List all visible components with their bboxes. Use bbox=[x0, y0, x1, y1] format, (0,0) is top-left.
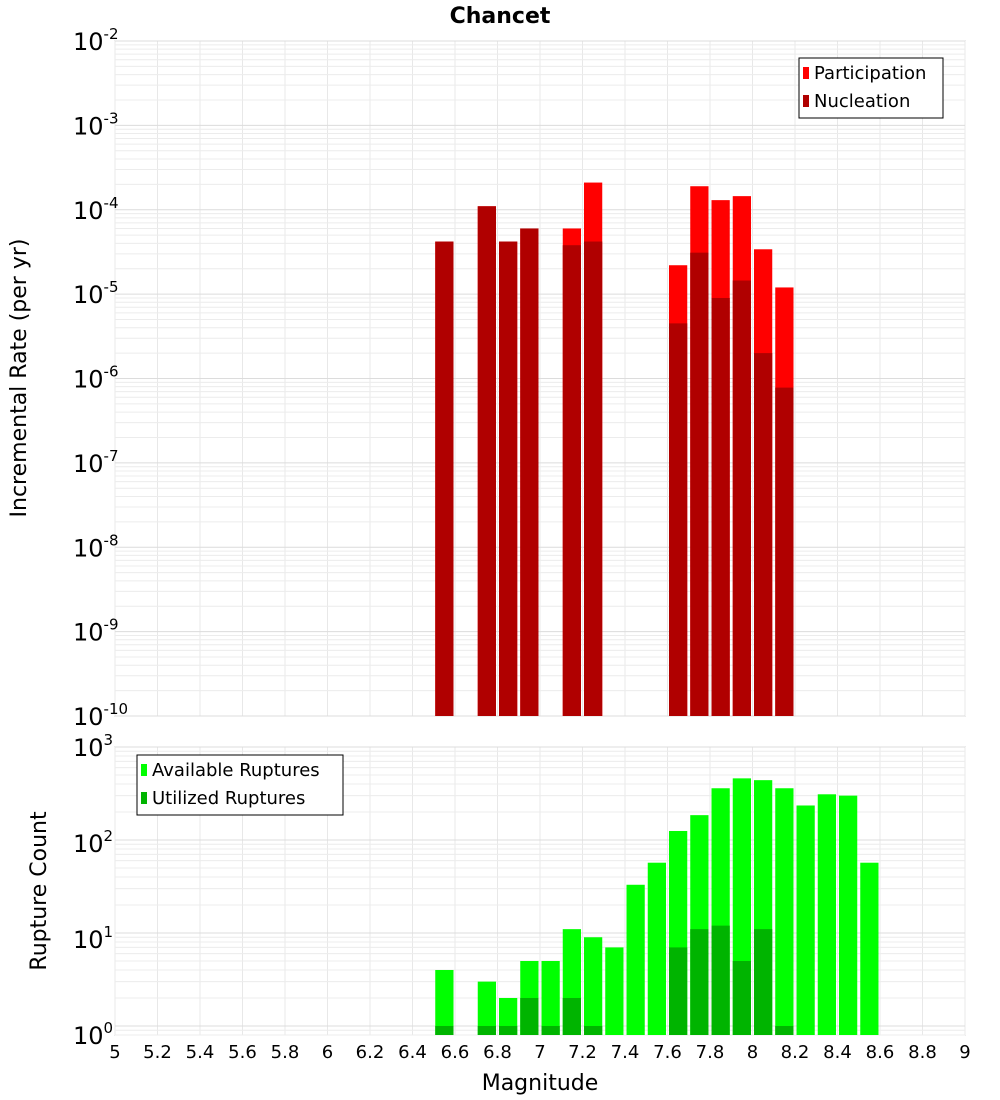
x-tick-label: 6.6 bbox=[441, 1042, 470, 1063]
bottom-plot-y-ticks: 100 101 102 103 bbox=[73, 731, 113, 1050]
bar-nucleation bbox=[435, 241, 454, 717]
legend-label: Utilized Ruptures bbox=[152, 788, 305, 809]
chart-title: Chancet bbox=[450, 4, 551, 29]
legend-label: Participation bbox=[814, 63, 926, 84]
bar-nucleation bbox=[477, 206, 496, 716]
x-tick-label: 8.6 bbox=[866, 1042, 895, 1063]
x-tick-label: 8 bbox=[747, 1042, 758, 1063]
bar-available-ruptures bbox=[817, 794, 836, 1035]
bar-nucleation bbox=[562, 245, 581, 717]
bottom-plot-bars bbox=[435, 778, 879, 1035]
y-tick-label: 10-2 bbox=[73, 25, 119, 56]
bar-utilized-ruptures bbox=[584, 1025, 603, 1035]
bar-utilized-ruptures bbox=[562, 997, 581, 1035]
bar-utilized-ruptures bbox=[732, 960, 751, 1035]
bottom-plot-ylabel: Rupture Count bbox=[27, 811, 52, 971]
x-tick-label: 8.4 bbox=[823, 1042, 852, 1063]
y-tick-label: 101 bbox=[73, 923, 113, 954]
bar-nucleation bbox=[711, 297, 730, 716]
x-tick-label: 9 bbox=[959, 1042, 970, 1063]
bar-utilized-ruptures bbox=[499, 1025, 518, 1035]
x-tick-label: 5.8 bbox=[271, 1042, 300, 1063]
bar-utilized-ruptures bbox=[711, 925, 730, 1035]
bar-utilized-ruptures bbox=[690, 929, 709, 1035]
x-tick-label: 7.6 bbox=[653, 1042, 682, 1063]
bar-available-ruptures bbox=[477, 981, 496, 1035]
y-tick-label: 10-6 bbox=[73, 363, 119, 394]
bar-utilized-ruptures bbox=[477, 1025, 496, 1035]
bar-nucleation bbox=[520, 228, 539, 716]
top-plot-legend: Participation Nucleation bbox=[798, 57, 944, 119]
x-tick-label: 5.4 bbox=[186, 1042, 215, 1063]
x-tick-label: 7.8 bbox=[696, 1042, 725, 1063]
y-tick-label: 10-10 bbox=[73, 700, 128, 731]
x-tick-label: 8.2 bbox=[781, 1042, 810, 1063]
x-tick-label: 5 bbox=[109, 1042, 120, 1063]
bar-nucleation bbox=[775, 387, 794, 716]
bar-available-ruptures bbox=[605, 947, 624, 1035]
bar-utilized-ruptures bbox=[775, 1025, 794, 1035]
bar-available-ruptures bbox=[626, 884, 645, 1035]
bar-utilized-ruptures bbox=[754, 929, 773, 1035]
x-axis-label: Magnitude bbox=[482, 1071, 599, 1096]
bar-available-ruptures bbox=[541, 960, 560, 1035]
bar-nucleation bbox=[499, 241, 518, 717]
legend-label: Available Ruptures bbox=[152, 760, 320, 781]
bar-available-ruptures bbox=[584, 937, 603, 1035]
top-plot-ylabel: Incremental Rate (per yr) bbox=[7, 239, 32, 518]
y-tick-label: 10-7 bbox=[73, 447, 119, 478]
bar-utilized-ruptures bbox=[520, 997, 539, 1035]
legend-swatch bbox=[803, 67, 809, 79]
bar-available-ruptures bbox=[839, 795, 858, 1035]
y-tick-label: 103 bbox=[73, 731, 113, 762]
y-tick-label: 10-9 bbox=[73, 616, 119, 647]
bar-utilized-ruptures bbox=[669, 947, 688, 1035]
x-tick-label: 7.2 bbox=[568, 1042, 597, 1063]
bar-utilized-ruptures bbox=[435, 1025, 454, 1035]
legend-swatch bbox=[141, 792, 147, 804]
bar-available-ruptures bbox=[860, 862, 879, 1035]
top-plot-bars bbox=[435, 182, 794, 717]
x-tick-label: 7 bbox=[534, 1042, 545, 1063]
top-plot-y-ticks: 10-10 10-9 10-8 10-7 10-6 10-5 10-4 10-3 10-2 bbox=[73, 25, 128, 731]
x-tick-label: 6.4 bbox=[398, 1042, 427, 1063]
bar-nucleation bbox=[754, 353, 773, 716]
x-tick-label: 5.2 bbox=[143, 1042, 172, 1063]
legend-label: Nucleation bbox=[814, 91, 910, 112]
bar-available-ruptures bbox=[775, 788, 794, 1035]
bar-utilized-ruptures bbox=[541, 1025, 560, 1035]
y-tick-label: 100 bbox=[73, 1019, 113, 1050]
y-tick-label: 10-8 bbox=[73, 531, 119, 562]
legend-box bbox=[798, 57, 944, 119]
x-tick-label: 7.4 bbox=[611, 1042, 640, 1063]
bar-nucleation bbox=[584, 241, 603, 717]
bar-available-ruptures bbox=[435, 969, 454, 1035]
bar-nucleation bbox=[669, 323, 688, 716]
x-tick-label: 8.8 bbox=[908, 1042, 937, 1063]
bar-available-ruptures bbox=[796, 805, 815, 1035]
x-tick-label: 6 bbox=[322, 1042, 333, 1063]
top-plot-grid bbox=[114, 40, 966, 717]
legend-swatch bbox=[803, 95, 809, 107]
bar-available-ruptures bbox=[499, 997, 518, 1035]
y-tick-label: 10-5 bbox=[73, 278, 119, 309]
x-tick-label: 6.2 bbox=[356, 1042, 385, 1063]
bar-available-ruptures bbox=[647, 862, 666, 1035]
y-tick-label: 102 bbox=[73, 827, 113, 858]
y-tick-label: 10-3 bbox=[73, 109, 119, 140]
legend-swatch bbox=[141, 764, 147, 776]
bottom-plot-legend: Available Ruptures Utilized Ruptures bbox=[136, 754, 344, 816]
bar-nucleation bbox=[732, 280, 751, 716]
x-tick-label: 6.8 bbox=[483, 1042, 512, 1063]
x-tick-label: 5.6 bbox=[228, 1042, 257, 1063]
y-tick-label: 10-4 bbox=[73, 194, 119, 225]
bar-nucleation bbox=[690, 252, 709, 716]
x-axis-ticks: 5 5.2 5.4 5.6 5.8 6 6.2 6.4 6.6 6.8 7 7.2 7.4 7.6 7.8 8… bbox=[109, 1042, 970, 1063]
legend-box bbox=[136, 754, 344, 816]
